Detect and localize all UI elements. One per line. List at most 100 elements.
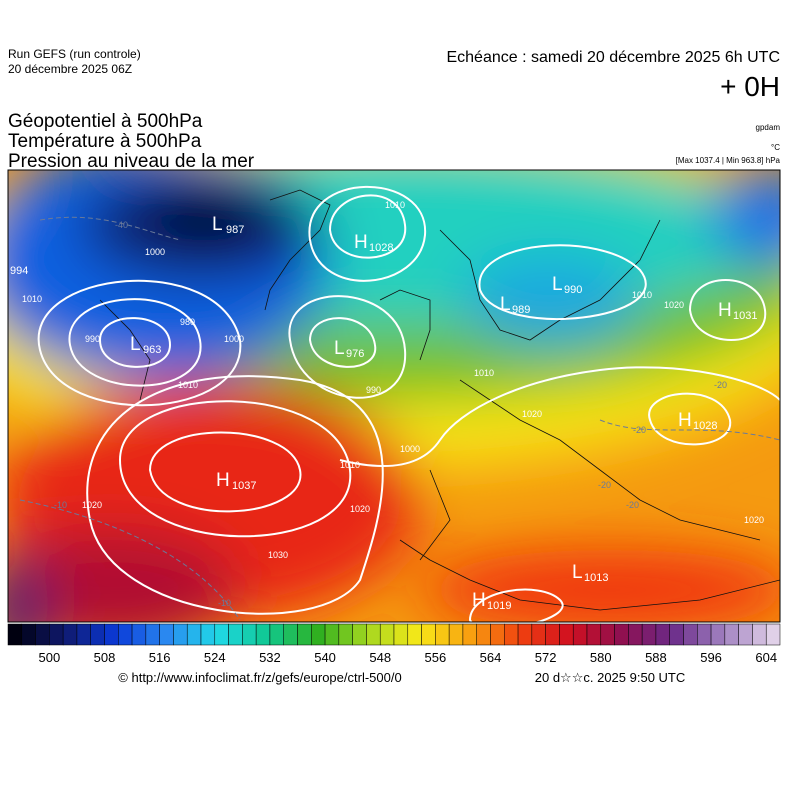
color-swatch <box>641 623 657 646</box>
color-swatch <box>710 623 726 646</box>
color-swatch <box>104 623 119 646</box>
field-name: Pression au niveau de la mer <box>8 151 255 172</box>
isobar-label: 1020 <box>350 504 370 514</box>
color-swatch <box>421 623 436 646</box>
color-swatch <box>586 623 602 646</box>
color-swatch <box>228 623 243 646</box>
colorbar-tick-label: 588 <box>645 650 667 665</box>
color-swatch <box>669 623 684 646</box>
color-swatch <box>517 623 533 646</box>
color-swatch <box>724 623 739 646</box>
isobar-label: 1010 <box>22 294 42 304</box>
color-swatch <box>76 623 91 646</box>
pressure-center-value: 1028 <box>693 420 717 432</box>
pressure-center-kind: L <box>500 294 511 315</box>
pressure-center-value: 963 <box>143 344 161 356</box>
color-swatch <box>379 623 395 646</box>
color-swatch <box>490 623 505 646</box>
colorbar-tick-label: 524 <box>204 650 226 665</box>
color-swatch <box>572 623 588 646</box>
isobar-label: 1020 <box>664 300 684 310</box>
pressure-center-kind: H <box>354 232 368 253</box>
color-swatch <box>600 623 615 646</box>
color-swatch <box>448 623 464 646</box>
color-swatch <box>7 623 23 646</box>
isobar-label: 1010 <box>385 200 405 210</box>
color-swatch <box>366 623 381 646</box>
color-swatch <box>311 623 326 646</box>
color-swatch <box>269 623 284 646</box>
colorbar-tick-label: 516 <box>149 650 171 665</box>
pressure-center-kind: L <box>130 334 141 355</box>
pressure-center-kind: H <box>216 470 230 491</box>
field-name: Température à 500hPa <box>8 131 202 152</box>
color-swatch <box>145 623 160 646</box>
pressure-center-kind: H <box>718 300 732 321</box>
isobar-label: 1020 <box>522 409 542 419</box>
colorbar-tick-label: 532 <box>259 650 281 665</box>
color-swatch <box>62 623 78 646</box>
pressure-center-kind: L <box>572 562 583 583</box>
pressure-center-kind: L <box>552 274 563 295</box>
isobar-label: 1010 <box>340 460 360 470</box>
isobar-label: 1010 <box>474 368 494 378</box>
isobar-label: 1020 <box>82 500 102 510</box>
colorbar-tick-label: 556 <box>425 650 447 665</box>
colorbar-tick-label: 500 <box>39 650 61 665</box>
isobar-label: 1020 <box>744 515 764 525</box>
color-swatch <box>504 623 519 646</box>
color-swatch <box>531 623 546 646</box>
color-swatch <box>297 623 312 646</box>
color-swatch <box>683 623 698 646</box>
color-swatch <box>435 623 450 646</box>
color-swatch <box>765 623 781 646</box>
run-name: Run GEFS (run controle) <box>8 47 141 61</box>
color-swatch <box>476 623 491 646</box>
map-frame <box>7 169 781 623</box>
color-swatch <box>352 623 367 646</box>
color-swatch <box>628 623 643 646</box>
color-swatch <box>242 623 257 646</box>
temperature-label: -10 <box>218 598 231 608</box>
generated-time: 20 d☆☆c. 2025 9:50 UTC <box>535 670 686 685</box>
colorbar-tick-label: 564 <box>480 650 502 665</box>
temperature-label: -20 <box>598 480 611 490</box>
color-swatch <box>697 623 712 646</box>
colorbar-tick-label: 572 <box>535 650 557 665</box>
temperature-label: -10 <box>54 500 67 510</box>
isobar-label: 1010 <box>178 380 198 390</box>
isobar-label: 1030 <box>268 550 288 560</box>
color-swatch <box>614 623 629 646</box>
colorbar-tick-label: 596 <box>700 650 722 665</box>
color-swatch <box>559 623 574 646</box>
color-swatch <box>118 623 133 646</box>
color-swatch <box>173 623 188 646</box>
color-swatch <box>21 623 36 646</box>
pressure-center-value: 1028 <box>369 242 393 254</box>
pressure-center-value: 994 <box>10 265 28 277</box>
pressure-center-value: 987 <box>226 224 244 236</box>
unit: °C <box>771 143 780 152</box>
color-swatch <box>338 623 353 646</box>
color-swatch <box>255 623 271 646</box>
temperature-label: -20 <box>626 500 639 510</box>
pressure-center-kind: L <box>212 214 223 235</box>
color-swatch <box>545 623 560 646</box>
source: © http://www.infoclimat.fr/z/gefs/europe… <box>118 670 401 685</box>
pressure-center-value: 976 <box>346 348 364 360</box>
pressure-center-value: 1037 <box>232 480 256 492</box>
pressure-center-value: 1013 <box>584 572 608 584</box>
color-swatch <box>214 623 229 646</box>
pressure-center-kind: H <box>678 410 692 431</box>
color-swatch <box>49 623 64 646</box>
colorbar-tick-label: 580 <box>590 650 612 665</box>
color-swatch <box>131 623 147 646</box>
color-swatch <box>283 623 298 646</box>
isobar-label: 980 <box>180 317 195 327</box>
pressure-center-kind: L <box>334 338 345 359</box>
temperature-label: -20 <box>714 380 727 390</box>
temperature-label: -40 <box>115 220 128 230</box>
map-field <box>8 170 780 622</box>
pressure-center-value: 989 <box>512 304 530 316</box>
valid-time: Echéance : samedi 20 décembre 2025 6h UT… <box>446 49 780 66</box>
